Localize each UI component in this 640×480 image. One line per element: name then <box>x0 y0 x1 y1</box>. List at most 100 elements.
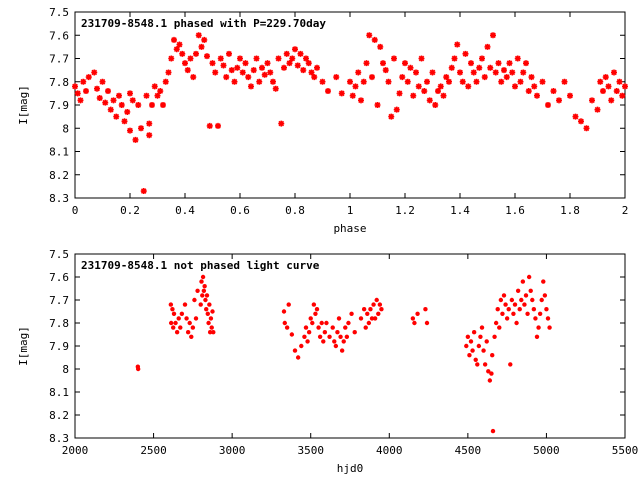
data-point <box>200 274 206 280</box>
data-point <box>531 83 538 90</box>
data-point <box>371 36 378 43</box>
data-point <box>292 348 298 353</box>
x-axis-label: phase <box>333 222 366 235</box>
data-point <box>91 69 98 76</box>
x-tick-label: 5000 <box>533 444 560 457</box>
data-point <box>209 325 214 330</box>
data-point <box>589 97 595 104</box>
data-point <box>281 309 287 314</box>
data-point <box>432 102 439 108</box>
data-point <box>311 74 318 81</box>
data-point <box>487 378 493 383</box>
data-point <box>110 97 117 104</box>
data-point <box>248 83 254 90</box>
data-point <box>116 92 122 99</box>
data-point <box>187 320 192 326</box>
data-point <box>522 302 527 307</box>
data-point <box>176 316 181 321</box>
data-point <box>541 279 546 284</box>
data-point <box>289 332 295 337</box>
data-point <box>308 316 313 321</box>
data-point <box>282 320 287 326</box>
data-point <box>464 343 469 349</box>
data-point <box>508 362 513 367</box>
data-point <box>168 320 174 326</box>
data-point <box>467 353 472 358</box>
data-point <box>468 339 474 344</box>
data-point <box>338 334 343 339</box>
data-point <box>226 50 232 57</box>
data-point <box>187 55 194 62</box>
data-point <box>448 64 455 71</box>
data-point <box>303 55 309 62</box>
data-point <box>338 90 345 97</box>
y-tick-label: 8.1 <box>49 386 69 399</box>
data-point <box>204 293 210 298</box>
data-point <box>470 348 475 353</box>
data-point <box>185 330 191 335</box>
data-point <box>611 69 617 76</box>
data-point <box>138 125 144 132</box>
data-point <box>506 60 513 67</box>
data-point <box>210 309 215 314</box>
data-point <box>212 69 219 76</box>
data-point <box>509 69 516 76</box>
data-points <box>72 32 628 195</box>
data-points <box>135 274 552 434</box>
data-point <box>77 97 84 104</box>
plot-title: 231709-8548.1 not phased light curve <box>81 259 320 272</box>
data-point <box>275 55 282 62</box>
data-point <box>284 325 290 330</box>
data-point <box>536 325 541 330</box>
y-tick-label: 8.1 <box>49 146 69 159</box>
data-point <box>199 279 204 284</box>
data-point <box>308 69 315 76</box>
data-point <box>619 92 626 99</box>
x-tick-label: 1.6 <box>505 204 525 217</box>
data-point <box>482 362 488 367</box>
data-point <box>504 316 510 321</box>
data-point <box>205 311 210 316</box>
data-point <box>154 92 161 99</box>
data-point <box>202 284 207 289</box>
data-point <box>544 307 549 312</box>
data-point <box>429 69 436 76</box>
data-point <box>528 288 533 293</box>
data-point <box>377 302 383 307</box>
data-point <box>74 90 81 97</box>
data-point <box>333 343 339 349</box>
data-point <box>572 113 579 120</box>
data-point <box>371 302 376 307</box>
data-point <box>319 78 326 85</box>
y-tick-label: 7.8 <box>49 76 69 89</box>
data-point <box>490 428 496 434</box>
y-tick-label: 8.2 <box>49 169 69 182</box>
data-point <box>182 302 188 307</box>
data-point <box>127 90 133 97</box>
data-point <box>498 297 504 303</box>
data-point <box>528 74 535 81</box>
data-point <box>286 302 291 307</box>
y-tick-label: 7.9 <box>49 340 69 353</box>
data-point <box>506 307 511 312</box>
data-point <box>366 32 373 39</box>
y-tick-label: 7.5 <box>49 248 69 261</box>
data-point <box>465 334 471 339</box>
data-point <box>368 307 373 312</box>
data-point <box>190 325 196 330</box>
data-point <box>462 50 469 57</box>
data-point <box>608 97 615 104</box>
y-tick-label: 8 <box>62 363 69 376</box>
data-point <box>385 78 392 85</box>
data-point <box>539 78 546 85</box>
data-point <box>545 102 551 108</box>
data-point <box>495 60 502 67</box>
data-point <box>361 307 367 312</box>
data-point <box>512 302 518 307</box>
data-point <box>613 88 620 95</box>
data-point <box>107 106 114 113</box>
data-point <box>303 325 309 330</box>
data-point <box>465 83 472 90</box>
data-point <box>511 311 516 316</box>
data-point <box>313 311 318 316</box>
